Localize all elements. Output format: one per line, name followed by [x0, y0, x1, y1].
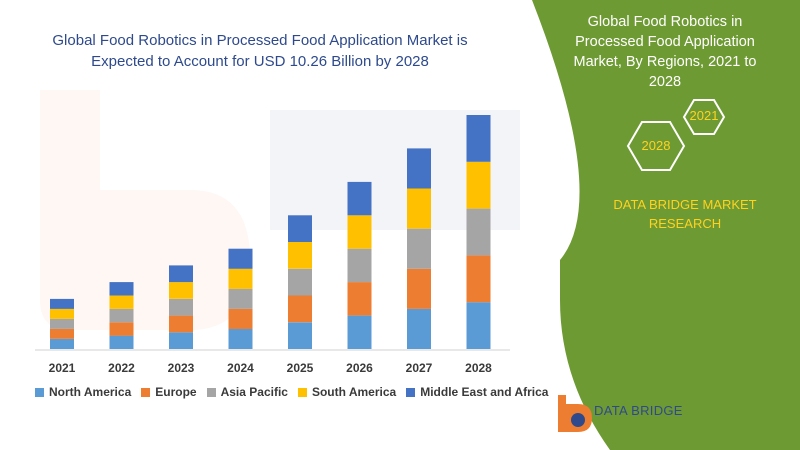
hex-label-end: 2021 — [689, 108, 719, 123]
logo-text: DATA BRIDGE — [594, 403, 683, 418]
bar-2028-series-0 — [466, 302, 491, 349]
bar-2026-series-3 — [347, 215, 372, 249]
legend: North America Europe Asia Pacific South Ame… — [35, 384, 558, 400]
bar-2021-series-1 — [50, 328, 74, 339]
bar-2025-series-1 — [288, 295, 312, 323]
bar-2025-series-4 — [288, 215, 312, 242]
legend-label: Middle East and Africa — [420, 385, 549, 399]
bar-2027-series-2 — [407, 228, 431, 269]
bar-2027-series-4 — [407, 148, 431, 189]
legend-swatch — [297, 387, 307, 397]
bar-2028-series-3 — [466, 161, 491, 209]
legend-swatch — [35, 387, 44, 397]
bar-2023-series-4 — [169, 265, 193, 283]
x-tick-2021: 2021 — [49, 361, 76, 375]
legend-label: Europe — [155, 385, 197, 399]
x-tick-2025: 2025 — [287, 361, 314, 375]
bar-2024-series-1 — [228, 308, 253, 329]
legend-item-3: South America — [297, 385, 397, 399]
bars-group — [50, 115, 491, 349]
x-tick-2023: 2023 — [168, 361, 195, 375]
bar-2024-series-2 — [228, 288, 253, 309]
x-tick-labels: 2021 2022 2023 2024 2025 2026 2027 2028 — [49, 361, 493, 375]
legend-item-4: Middle East and Africa — [406, 385, 548, 399]
bar-2021-series-4 — [50, 298, 74, 309]
legend-swatch — [406, 387, 416, 397]
bar-2026-series-2 — [347, 248, 372, 283]
hexagon-2021 — [682, 99, 726, 135]
hexagon-2028 — [626, 121, 686, 171]
chart-title: Global Food Robotics in Processed Food A… — [52, 32, 468, 70]
bar-2022-series-3 — [109, 295, 134, 309]
bar-2022-series-2 — [109, 308, 134, 323]
bar-2027-series-0 — [407, 308, 431, 349]
x-tick-2022: 2022 — [108, 361, 135, 375]
legend-item-2: Asia Pacific — [206, 385, 288, 399]
bar-2027-series-3 — [407, 188, 431, 229]
bar-2022-series-4 — [109, 282, 134, 296]
bar-2028-series-4 — [466, 115, 491, 162]
legend-label: North America — [49, 385, 132, 399]
bar-2023-series-1 — [169, 315, 193, 333]
bar-2024-series-3 — [228, 268, 253, 289]
bar-2023-series-3 — [169, 282, 193, 299]
bar-2021-series-3 — [50, 308, 74, 319]
bar-2021-series-2 — [50, 318, 74, 329]
legend-item-1: Europe — [141, 385, 197, 399]
bar-2025-series-0 — [288, 322, 312, 349]
bar-2023-series-0 — [169, 332, 193, 349]
bar-2023-series-2 — [169, 298, 193, 316]
bar-2022-series-1 — [109, 322, 134, 336]
bar-2025-series-2 — [288, 268, 312, 296]
x-tick-2026: 2026 — [346, 361, 373, 375]
legend-label: South America — [311, 385, 397, 399]
legend-swatch — [206, 387, 216, 397]
x-tick-2024: 2024 — [227, 361, 254, 375]
bar-2026-series-0 — [347, 315, 372, 349]
bar-2024-series-4 — [228, 248, 253, 269]
data-bridge-logo-icon — [558, 395, 592, 432]
legend-item-0: North America — [35, 385, 131, 399]
bar-2026-series-4 — [347, 181, 372, 216]
legend-swatch — [141, 387, 151, 397]
bar-2025-series-3 — [288, 242, 312, 269]
source-label: DATA BRIDGE MARKET RESEARCH — [613, 197, 757, 231]
bar-2022-series-0 — [109, 335, 134, 349]
x-tick-2028: 2028 — [465, 361, 492, 375]
panel-title: Global Food Robotics in Processed Food A… — [573, 14, 757, 90]
bar-2021-series-0 — [50, 339, 74, 349]
bar-2027-series-1 — [407, 268, 431, 309]
bar-2024-series-0 — [228, 328, 253, 349]
legend-label: Asia Pacific — [220, 385, 288, 399]
side-panel — [532, 0, 800, 450]
bar-2028-series-1 — [466, 255, 491, 303]
hex-label-start: 2028 — [641, 138, 671, 153]
x-tick-2027: 2027 — [406, 361, 433, 375]
bar-2026-series-1 — [347, 282, 372, 316]
bar-2028-series-2 — [466, 208, 491, 256]
